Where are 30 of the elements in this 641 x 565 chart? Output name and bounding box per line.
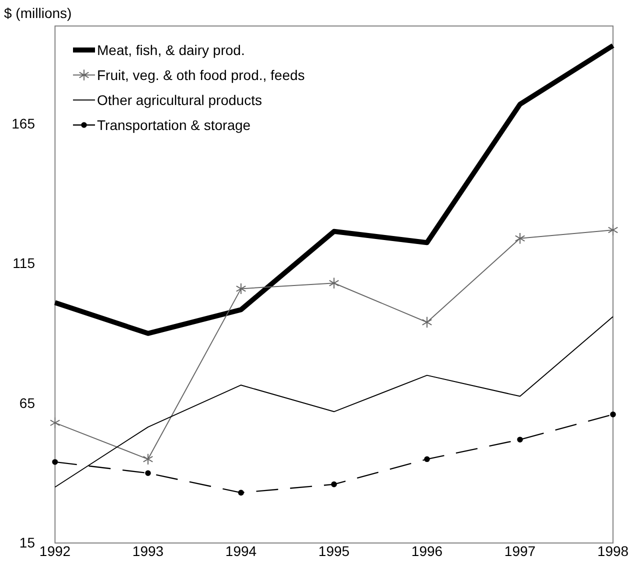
point — [50, 416, 60, 429]
x-tick-label: 1995 — [318, 542, 350, 559]
point — [608, 224, 618, 236]
y-tick-label: 65 — [19, 394, 36, 411]
point — [52, 459, 58, 465]
point — [142, 453, 154, 466]
legend-label: Other agricultural products — [97, 92, 262, 108]
point — [514, 232, 526, 244]
x-tick-label: 1997 — [504, 542, 536, 559]
point — [238, 490, 244, 496]
x-tick-label: 1992 — [39, 542, 71, 559]
point — [236, 282, 246, 295]
point — [610, 412, 616, 418]
x-tick-label: 1993 — [132, 542, 164, 559]
y-tick-label: 165 — [12, 115, 36, 132]
x-tick-label: 1994 — [225, 542, 257, 559]
point — [331, 481, 337, 488]
legend-label: Transportation & storage — [97, 117, 251, 133]
x-tick-label: 1996 — [411, 542, 443, 559]
point — [328, 277, 340, 289]
point — [517, 436, 523, 442]
y-tick-label: 115 — [12, 255, 36, 272]
point — [424, 456, 430, 462]
y-tick-label: 15 — [19, 534, 36, 550]
point — [145, 470, 151, 476]
x-tick-label: 1998 — [597, 542, 629, 559]
legend-label: Fruit, veg. & oth food prod., feeds — [97, 67, 305, 83]
y-axis-title: $ (millions) — [4, 5, 72, 21]
point — [422, 316, 432, 328]
legend-label: Meat, fish, & dairy prod. — [97, 42, 245, 58]
